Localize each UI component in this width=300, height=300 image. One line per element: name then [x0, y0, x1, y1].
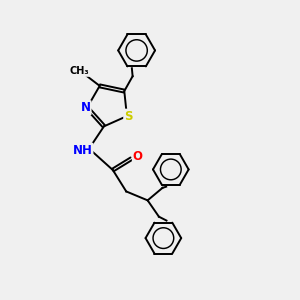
Text: O: O [133, 150, 143, 163]
Text: CH₃: CH₃ [70, 66, 90, 76]
Text: S: S [124, 110, 133, 123]
Text: NH: NH [73, 144, 92, 157]
Text: N: N [81, 101, 91, 114]
